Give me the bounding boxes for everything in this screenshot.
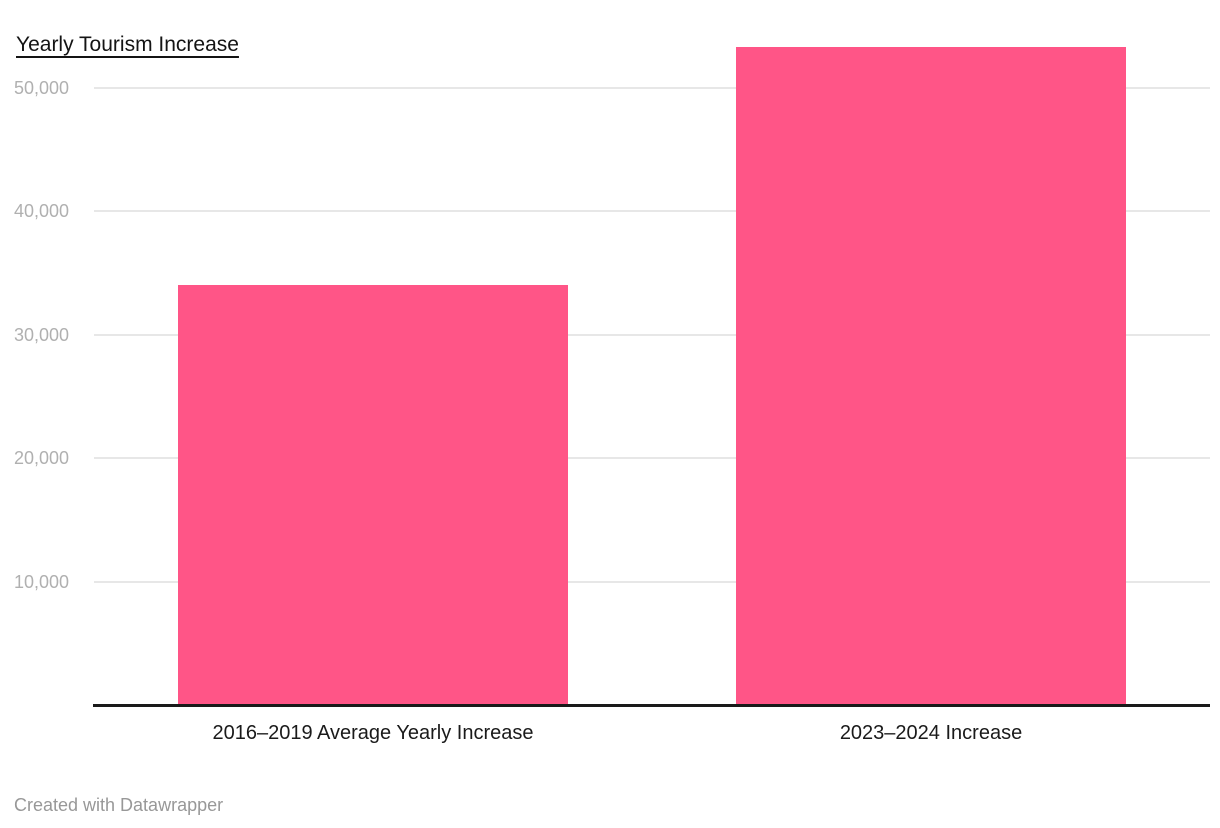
gridline: [94, 86, 1210, 89]
x-category-label: 2023–2024 Increase: [839, 722, 1023, 744]
bar-1: [178, 285, 568, 705]
y-tick-label: 20,000: [14, 448, 70, 468]
bar-2: [736, 46, 1126, 705]
y-tick-label: 30,000: [14, 324, 70, 345]
y-tick-label: 10,000: [14, 571, 70, 592]
x-axis-line: [93, 704, 1210, 707]
gridline: [94, 457, 1210, 459]
y-tick-label: 50,000: [14, 77, 70, 98]
x-category-label: 2016–2019 Average Yearly Increase: [212, 722, 534, 744]
gridline: [94, 580, 1210, 583]
y-tick-label: 40,000: [14, 201, 70, 221]
footer-credit-link[interactable]: Created with Datawrapper: [14, 795, 224, 815]
gridline: [94, 333, 1210, 336]
gridline: [94, 210, 1210, 212]
chart-title[interactable]: Yearly Tourism Increase: [16, 33, 239, 56]
